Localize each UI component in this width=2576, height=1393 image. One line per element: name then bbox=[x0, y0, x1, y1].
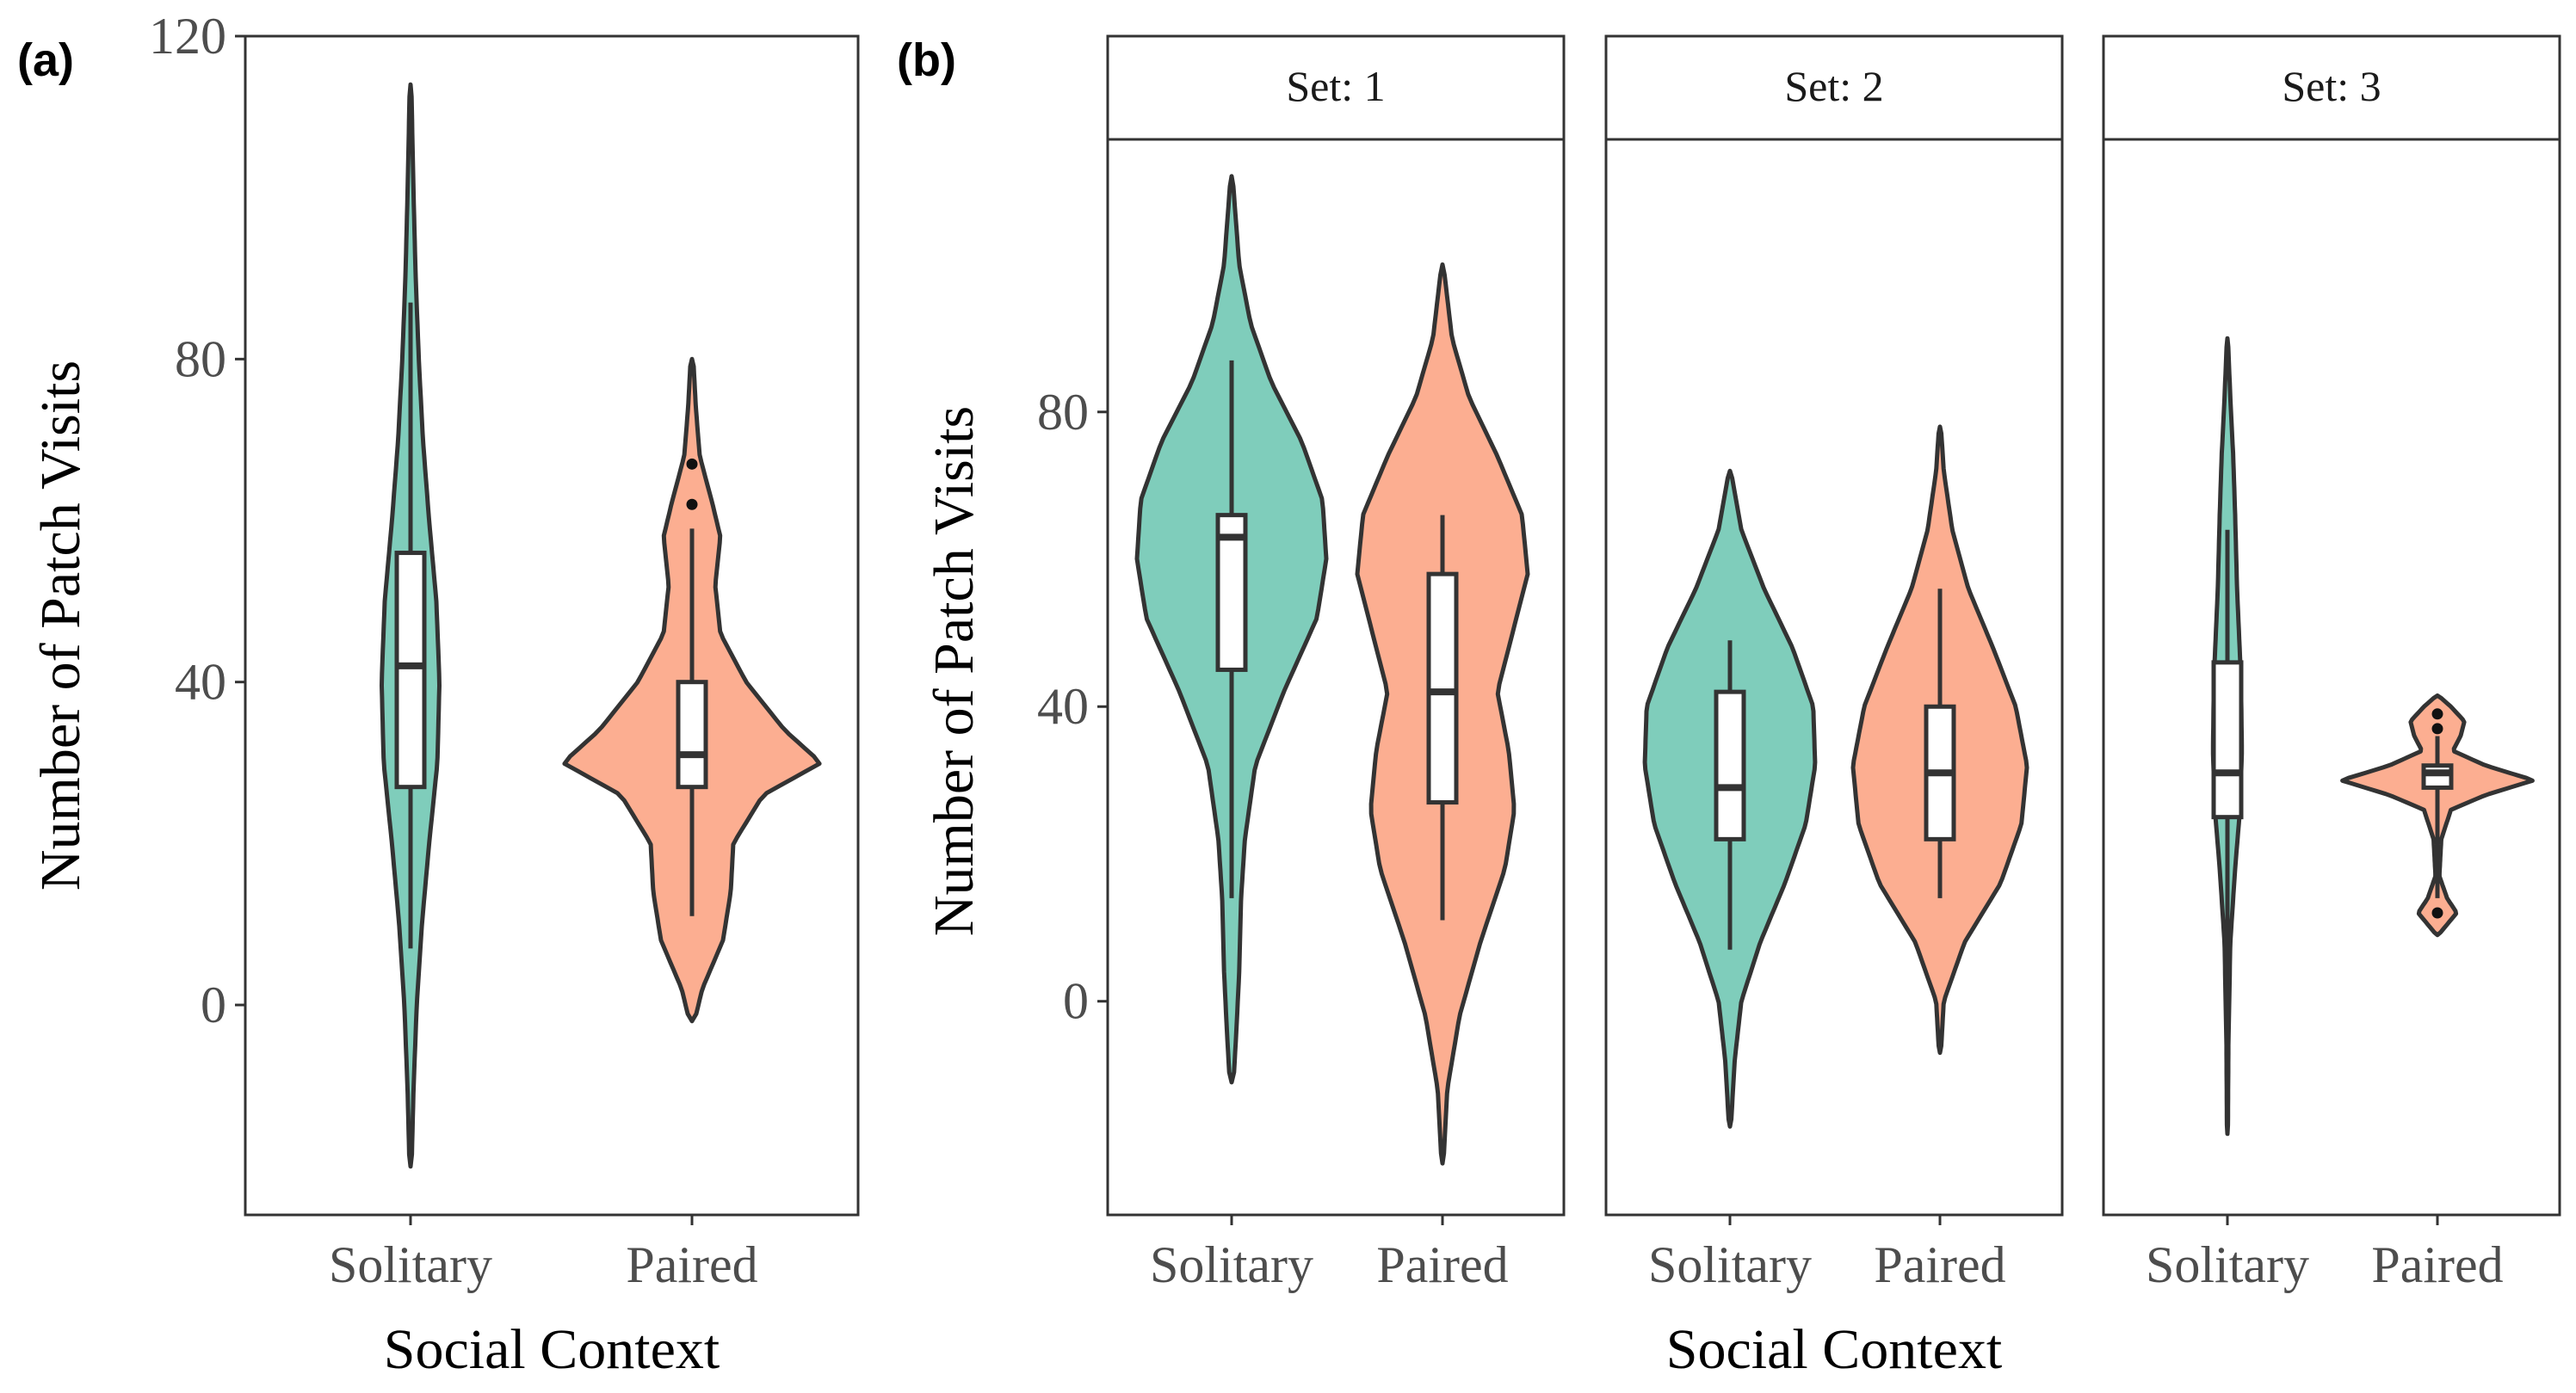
y-b-tick-label-1: 40 bbox=[1037, 678, 1089, 735]
y-axis-title-a: Number of Patch Visits bbox=[29, 361, 92, 891]
y-axis-title-b: Number of Patch Visits bbox=[923, 406, 985, 936]
paired-outlier-1 bbox=[686, 458, 698, 470]
x-set3-tick-label-0: Solitary bbox=[2146, 1236, 2309, 1293]
x-set1-tick-label-0: Solitary bbox=[1150, 1236, 1313, 1293]
y-a-tick-label-2: 80 bbox=[175, 330, 226, 387]
facet-frame-1 bbox=[1106, 138, 1566, 1217]
facet-strip-2 bbox=[1604, 34, 2064, 141]
y-a-tick-label-1: 40 bbox=[175, 654, 226, 711]
panel-label-b: (b) bbox=[897, 34, 956, 86]
x-set1-tick-label-1: Paired bbox=[1376, 1236, 1508, 1293]
x-axis-title-a: Social Context bbox=[384, 1318, 720, 1381]
facet-strip-label-2: Set: 2 bbox=[1784, 62, 1883, 110]
x-a-tick-label-1: Paired bbox=[626, 1236, 757, 1293]
y-ticks-b: 0 40 80 bbox=[1037, 384, 1108, 1030]
violins-set-3 bbox=[2210, 336, 2535, 1137]
y-b-tick-label-2: 80 bbox=[1037, 384, 1089, 441]
set3-paired-outlier-1 bbox=[2431, 723, 2443, 735]
set3-paired-outlier-2 bbox=[2431, 708, 2443, 720]
set1-paired-box bbox=[1426, 571, 1459, 805]
x-ticks-set-1: Solitary Paired bbox=[1150, 1215, 1509, 1293]
violins-a bbox=[380, 82, 822, 1169]
facet-set-3: Set: 3 Solitary Paired bbox=[2102, 34, 2561, 1293]
x-set2-tick-label-0: Solitary bbox=[1648, 1236, 1812, 1293]
violins-set-2 bbox=[1642, 424, 2029, 1129]
set1-solitary-box bbox=[1215, 513, 1248, 672]
y-a-tick-label-0: 0 bbox=[201, 977, 226, 1033]
set2-solitary-box bbox=[1714, 689, 1746, 841]
facet-frame-2 bbox=[1604, 138, 2064, 1217]
x-a-tick-label-0: Solitary bbox=[329, 1236, 492, 1293]
panel-label-a: (a) bbox=[17, 34, 74, 86]
solitary-box bbox=[394, 551, 427, 790]
plot-frame-a bbox=[244, 34, 860, 1217]
y-a-tick-label-3: 120 bbox=[149, 8, 226, 65]
x-ticks-a: Solitary Paired bbox=[329, 1215, 758, 1293]
facet-set-2: Set: 2 Solitary Paired bbox=[1604, 34, 2064, 1293]
facet-frame-3 bbox=[2102, 138, 2561, 1217]
paired-outlier-0 bbox=[686, 498, 698, 510]
x-ticks-set-3: Solitary Paired bbox=[2146, 1215, 2504, 1293]
panel-a: (a) 0 40 80 120 Solitary Paired Social Conte… bbox=[17, 8, 860, 1381]
x-set3-tick-label-1: Paired bbox=[2371, 1236, 2503, 1293]
set3-paired-box bbox=[2421, 763, 2454, 790]
x-set2-tick-label-1: Paired bbox=[1874, 1236, 2005, 1293]
set3-solitary-box bbox=[2211, 660, 2244, 820]
facet-strip-1 bbox=[1106, 34, 1566, 141]
facet-strip-label-3: Set: 3 bbox=[2282, 62, 2381, 110]
y-b-tick-label-0: 0 bbox=[1063, 973, 1089, 1030]
y-ticks-a: 0 40 80 120 bbox=[149, 8, 245, 1033]
facet-strip-3 bbox=[2102, 34, 2561, 141]
panel-b: (b) Set: 1 Solitary Paired Set: 2 Solitar… bbox=[897, 34, 2561, 1381]
facet-strip-label-1: Set: 1 bbox=[1286, 62, 1385, 110]
violins-set-1 bbox=[1134, 174, 1530, 1166]
facet-set-1: Set: 1 Solitary Paired bbox=[1106, 34, 1566, 1293]
x-axis-title-b: Social Context bbox=[1666, 1318, 2002, 1381]
paired-box bbox=[676, 680, 708, 790]
set3-paired-outlier-0 bbox=[2431, 907, 2443, 919]
x-ticks-set-2: Solitary Paired bbox=[1648, 1215, 2006, 1293]
